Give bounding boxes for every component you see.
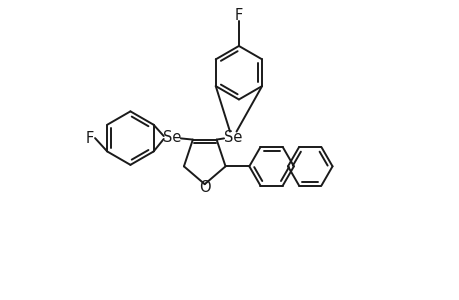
Text: Se: Se: [223, 130, 241, 145]
Text: O: O: [198, 180, 210, 195]
Text: Se: Se: [162, 130, 181, 145]
Text: F: F: [85, 130, 94, 146]
Text: F: F: [234, 8, 242, 23]
